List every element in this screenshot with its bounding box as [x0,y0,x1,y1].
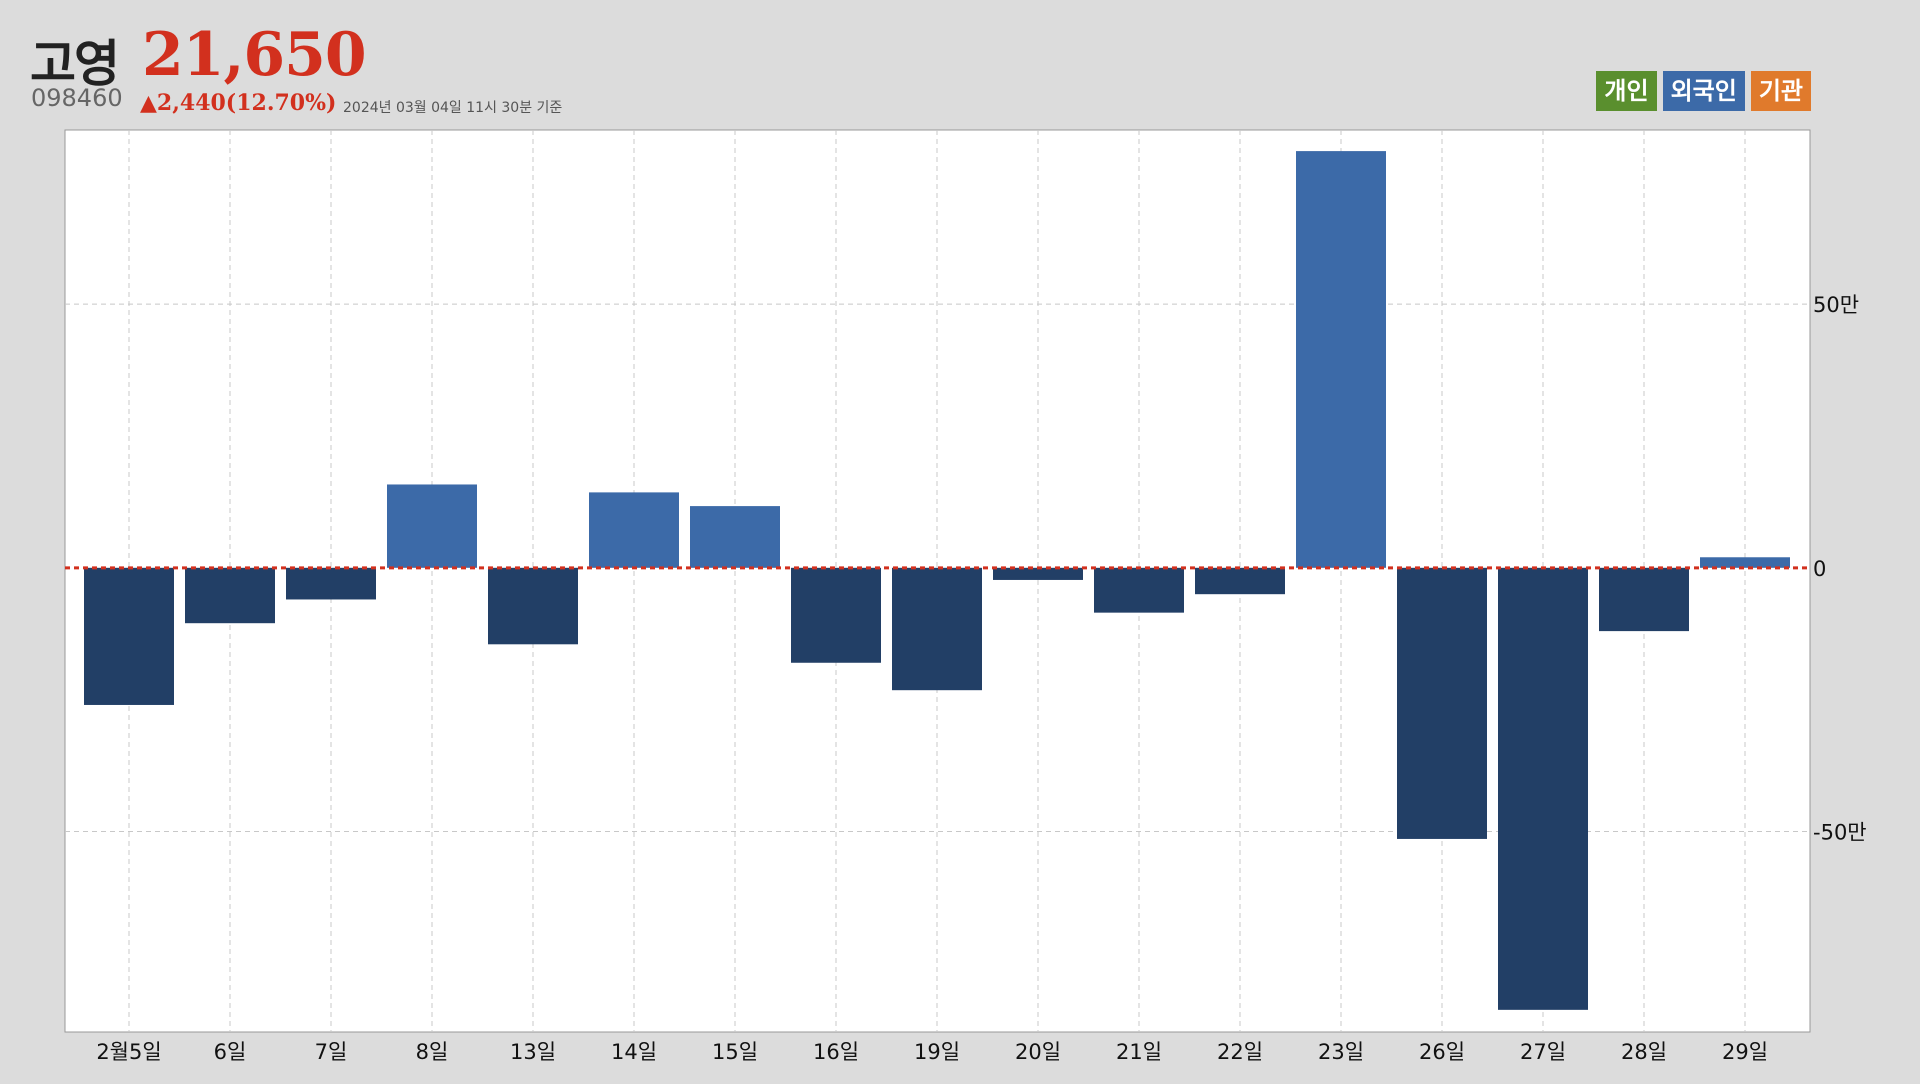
x-tick-label: 15일 [712,1040,758,1064]
stock-change: ▲2,440(12.70%) [140,90,337,116]
timestamp: 2024년 03월 04일 11시 30분 기준 [343,100,563,116]
legend-institution[interactable]: 기관 [1750,71,1811,111]
x-tick-label: 13일 [510,1040,556,1064]
stock-price: 21,650 [142,20,367,90]
bar [488,567,578,645]
bar [1195,567,1285,595]
stock-name: 고영 [30,35,120,93]
x-tick-label: 20일 [1015,1040,1061,1064]
bar [84,567,174,705]
bar [589,492,679,568]
y-tick-label: 50만 [1813,293,1859,317]
y-tick-label: 0 [1813,557,1826,581]
x-tick-label: 27일 [1520,1040,1566,1064]
bar [1296,151,1386,568]
bar [286,567,376,600]
bar [1498,567,1588,1010]
x-tick-label: 22일 [1217,1040,1263,1064]
x-tick-label: 26일 [1419,1040,1465,1064]
legend-foreign[interactable]: 외국인 [1662,71,1745,111]
x-tick-label: 2월5일 [96,1040,161,1064]
legend: 개인 외국인 기관 [1596,71,1811,111]
x-tick-label: 6일 [214,1040,247,1064]
x-tick-label: 21일 [1116,1040,1162,1064]
bar [1397,567,1487,839]
x-tick-label: 8일 [416,1040,449,1064]
x-tick-label: 29일 [1722,1040,1768,1064]
x-tick-label: 19일 [914,1040,960,1064]
bar [993,567,1083,580]
bar [1700,557,1790,568]
x-tick-label: 7일 [315,1040,348,1064]
y-tick-label: -50만 [1813,821,1867,845]
x-tick-label: 28일 [1621,1040,1667,1064]
bar [791,567,881,663]
bar [1094,567,1184,613]
x-tick-label: 14일 [611,1040,657,1064]
bar [892,567,982,691]
x-tick-label: 23일 [1318,1040,1364,1064]
bar [387,484,477,568]
bar [1599,567,1689,632]
x-tick-label: 16일 [813,1040,859,1064]
legend-individual[interactable]: 개인 [1596,71,1657,111]
stock-code: 098460 [31,84,123,112]
bar [185,567,275,624]
bar [690,506,780,568]
